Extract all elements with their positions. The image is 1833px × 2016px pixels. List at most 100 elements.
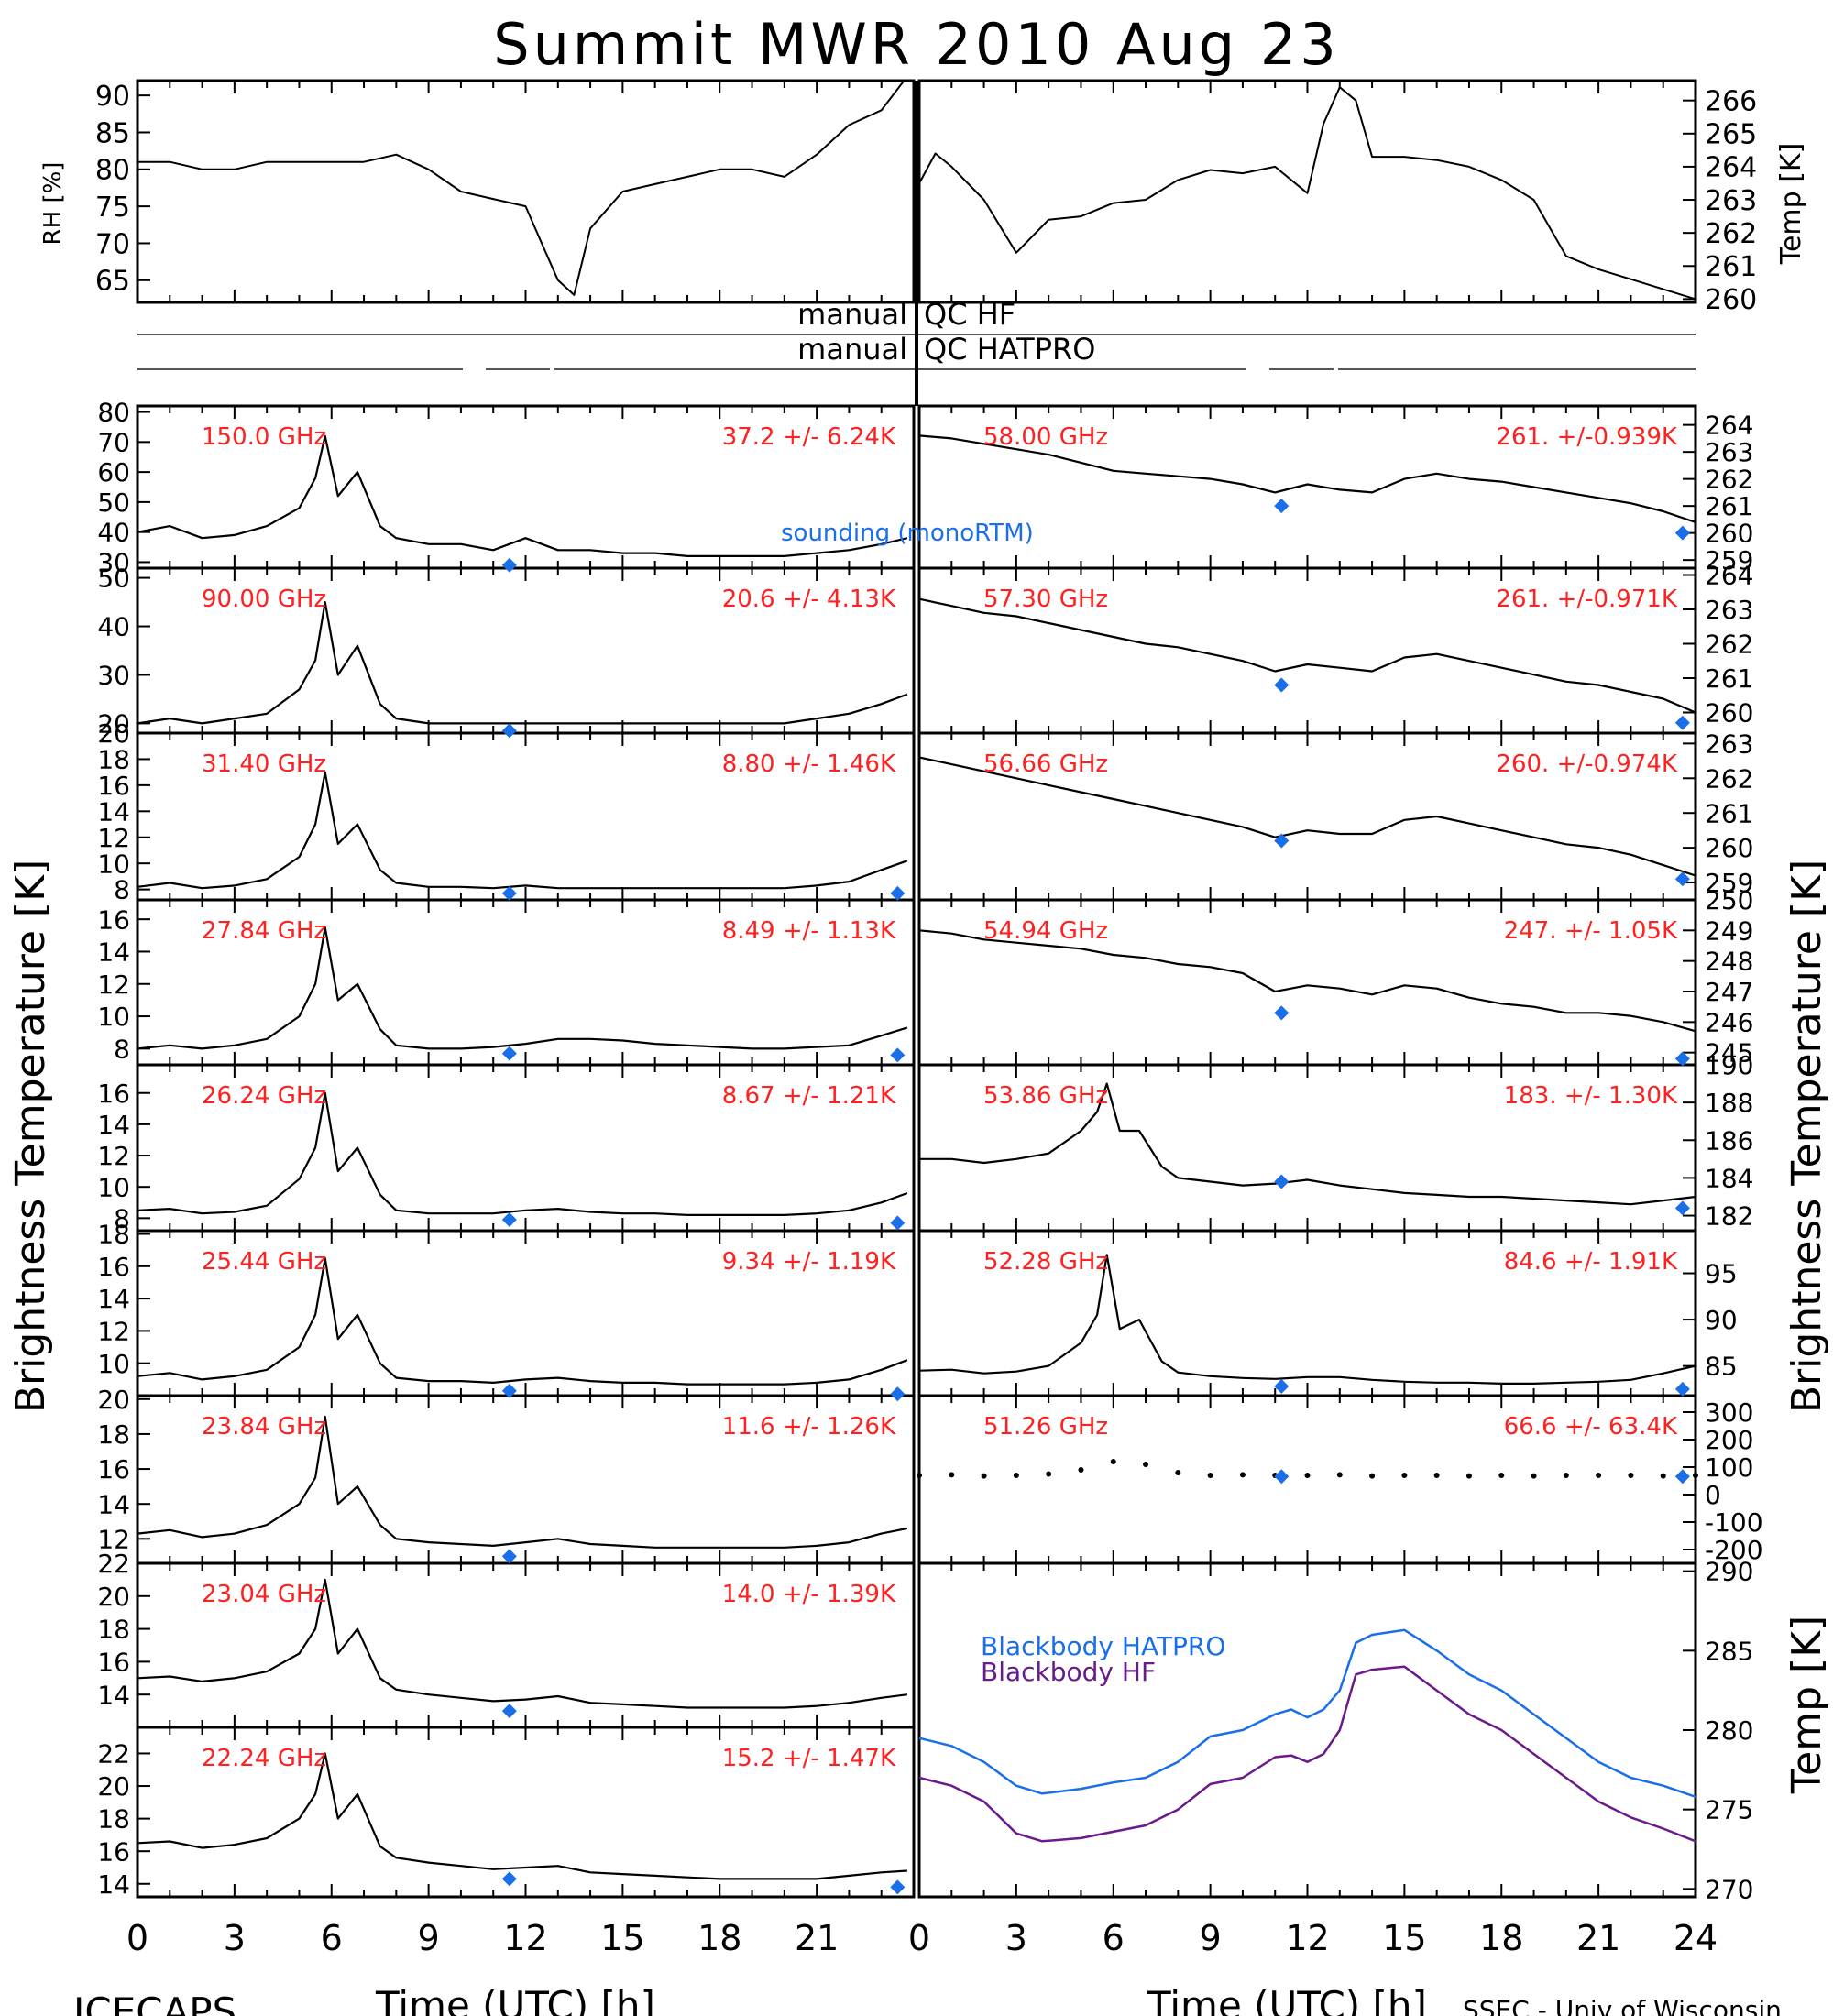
right-panel-series-line — [918, 929, 1696, 1033]
y-tick-label: 263 — [1705, 185, 1757, 217]
y-tick-label: 16 — [97, 904, 130, 935]
sounding-point — [890, 885, 906, 901]
x-tick-label-right: 15 — [1382, 1918, 1426, 1958]
y-tick-label: 65 — [95, 266, 130, 298]
right-panel-series-point — [916, 1473, 922, 1478]
right-panel-series-point — [1046, 1471, 1052, 1477]
y-tick-label: 285 — [1705, 1636, 1753, 1666]
y-tick-label: 14 — [97, 937, 130, 968]
y-tick-label: 8 — [114, 1034, 130, 1064]
right-panel-series-point — [1369, 1473, 1376, 1479]
sounding-point — [1274, 677, 1290, 693]
sounding-point — [1274, 1469, 1290, 1485]
blackbody-hf-line — [918, 1665, 1696, 1843]
y-tick-label: 247 — [1705, 977, 1753, 1007]
left-panel-series-line — [137, 1578, 908, 1709]
right-panel-series-line — [919, 1082, 1696, 1206]
right-panel-series-point — [1531, 1473, 1537, 1479]
y-tick-label: 50 — [97, 564, 130, 594]
right-panel-series-point — [1563, 1473, 1569, 1478]
left-panel-series-line — [137, 771, 908, 890]
x-tick-label-left: 9 — [418, 1918, 440, 1958]
sounding-point — [501, 1549, 517, 1564]
y-tick-label: 188 — [1705, 1088, 1753, 1118]
freq-label: 31.40 GHz — [202, 751, 326, 778]
sounding-point — [890, 1047, 906, 1063]
data-layer: 150.0 GHz 37.2 +/- 6.24K 90.00 GHz 20.6 +/-… — [137, 80, 1698, 1895]
y-tick-label: 261 — [1705, 251, 1757, 283]
blackbody-panel-frame — [917, 1561, 1697, 1899]
y-tick-label: 260 — [1705, 833, 1753, 863]
x-tick-label-right: 21 — [1576, 1918, 1620, 1958]
y-tick-label: 261 — [1705, 663, 1753, 694]
x-tick-label-left: 6 — [321, 1918, 343, 1958]
right-panel-series-point — [1596, 1473, 1602, 1478]
y-tick-label: 14 — [97, 1110, 130, 1140]
right-panel-series-point — [1207, 1473, 1213, 1478]
sounding-point — [501, 557, 517, 573]
freq-label: 53.86 GHz — [983, 1082, 1108, 1110]
y-tick-label: 16 — [97, 1079, 130, 1109]
temp-axis-title: Temp [K] — [1775, 143, 1807, 266]
right-panel-series-point — [981, 1473, 987, 1479]
y-tick-label: 22 — [97, 1549, 130, 1579]
y-tick-label: 8 — [114, 875, 130, 905]
y-tick-label: 16 — [97, 771, 130, 801]
freq-label: 23.04 GHz — [202, 1581, 326, 1608]
right-panel-series-point — [1304, 1473, 1311, 1478]
y-tick-label: 10 — [97, 849, 130, 879]
stat-label: 84.6 +/- 1.91K — [1504, 1248, 1678, 1276]
y-tick-label: 246 — [1705, 1007, 1753, 1037]
freq-label: 58.00 GHz — [983, 423, 1108, 451]
stat-label: 14.0 +/- 1.39K — [722, 1581, 896, 1608]
y-tick-label: 90 — [95, 81, 130, 113]
y-tick-label: 10 — [97, 1172, 130, 1202]
y-tick-label: 70 — [97, 427, 130, 457]
y-tick-label: 75 — [95, 192, 130, 224]
axes-layer: 6570758085902602612622632642652663040506… — [95, 79, 1763, 1958]
stat-label: 66.6 +/- 63.4K — [1504, 1413, 1678, 1441]
y-tick-label: 264 — [1705, 561, 1753, 591]
y-tick-label: 14 — [97, 796, 130, 827]
x-tick-label-left: 3 — [224, 1918, 246, 1958]
stat-label: 8.80 +/- 1.46K — [722, 751, 896, 778]
freq-label: 52.28 GHz — [983, 1248, 1108, 1276]
y-tick-label: 80 — [97, 398, 130, 428]
y-tick-label: 95 — [1705, 1259, 1738, 1289]
y-tick-label: 184 — [1705, 1163, 1753, 1193]
stat-label: 20.6 +/- 4.13K — [722, 586, 896, 613]
x-tick-label-left: 18 — [697, 1918, 741, 1958]
right-panel-series-point — [1110, 1459, 1116, 1464]
y-tick-label: 262 — [1705, 465, 1753, 495]
right-panel-series-point — [1401, 1473, 1408, 1478]
y-tick-label: 50 — [97, 488, 130, 518]
qc-hf-label-left: manual — [797, 297, 907, 332]
right-panel-series-point — [1660, 1473, 1666, 1479]
left-panel-series-line — [137, 1256, 908, 1386]
y-tick-label: 248 — [1705, 947, 1753, 977]
freq-label: 22.24 GHz — [202, 1745, 326, 1772]
left-panel-series-line — [137, 926, 908, 1050]
freq-label: 26.24 GHz — [202, 1082, 326, 1110]
left-panel-series-line — [137, 600, 908, 725]
y-tick-label: 60 — [97, 457, 130, 488]
right-panel-series-point — [1013, 1473, 1019, 1478]
y-tick-label: 259 — [1705, 868, 1753, 898]
figure-title: Summit MWR 2010 Aug 23 — [493, 11, 1339, 78]
y-tick-label: 100 — [1705, 1452, 1753, 1483]
qc-hatpro-label-right: QC HATPRO — [924, 332, 1095, 367]
freq-label: 90.00 GHz — [202, 586, 326, 613]
label-layer: manual QC HF manual QC HATPRO ICECAPS SS… — [7, 143, 1830, 2016]
right-panel-series-point — [1336, 1472, 1343, 1478]
y-tick-label: 263 — [1705, 595, 1753, 625]
sounding-point — [890, 1879, 906, 1895]
sounding-point — [1674, 1469, 1690, 1485]
y-tick-label: 290 — [1705, 1557, 1753, 1587]
left-panel-series-line — [137, 1415, 908, 1549]
y-tick-label: 20 — [97, 708, 130, 739]
y-tick-label: 16 — [97, 1252, 130, 1282]
sounding-point — [1674, 871, 1690, 887]
stat-label: 15.2 +/- 1.47K — [722, 1745, 896, 1772]
y-tick-label: 40 — [97, 612, 130, 642]
right-panel-series-line — [918, 434, 1696, 523]
